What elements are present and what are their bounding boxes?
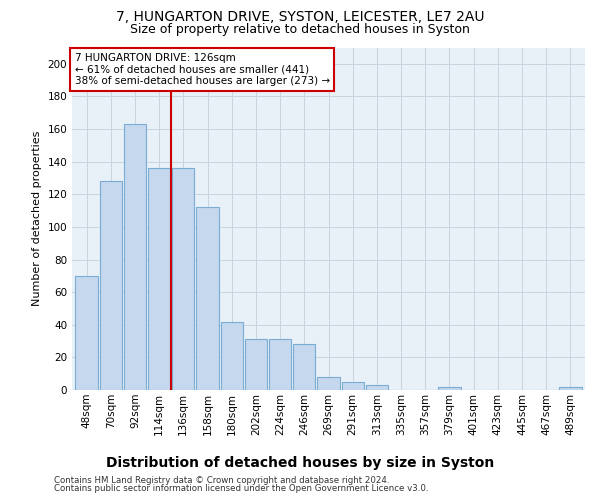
Bar bbox=[100, 181, 122, 390]
Bar bbox=[269, 340, 291, 390]
Text: Size of property relative to detached houses in Syston: Size of property relative to detached ho… bbox=[130, 22, 470, 36]
Bar bbox=[341, 382, 364, 390]
Y-axis label: Number of detached properties: Number of detached properties bbox=[32, 131, 42, 306]
Bar bbox=[76, 276, 98, 390]
Bar bbox=[559, 386, 581, 390]
Bar bbox=[196, 208, 218, 390]
Bar bbox=[221, 322, 243, 390]
Bar bbox=[245, 340, 267, 390]
Text: 7, HUNGARTON DRIVE, SYSTON, LEICESTER, LE7 2AU: 7, HUNGARTON DRIVE, SYSTON, LEICESTER, L… bbox=[116, 10, 484, 24]
Bar bbox=[293, 344, 316, 390]
Bar bbox=[366, 385, 388, 390]
Bar bbox=[124, 124, 146, 390]
Bar bbox=[317, 377, 340, 390]
Text: Contains HM Land Registry data © Crown copyright and database right 2024.: Contains HM Land Registry data © Crown c… bbox=[54, 476, 389, 485]
Text: Distribution of detached houses by size in Syston: Distribution of detached houses by size … bbox=[106, 456, 494, 469]
Text: 7 HUNGARTON DRIVE: 126sqm
← 61% of detached houses are smaller (441)
38% of semi: 7 HUNGARTON DRIVE: 126sqm ← 61% of detac… bbox=[74, 52, 329, 86]
Bar bbox=[439, 386, 461, 390]
Bar bbox=[172, 168, 194, 390]
Text: Contains public sector information licensed under the Open Government Licence v3: Contains public sector information licen… bbox=[54, 484, 428, 493]
Bar bbox=[148, 168, 170, 390]
